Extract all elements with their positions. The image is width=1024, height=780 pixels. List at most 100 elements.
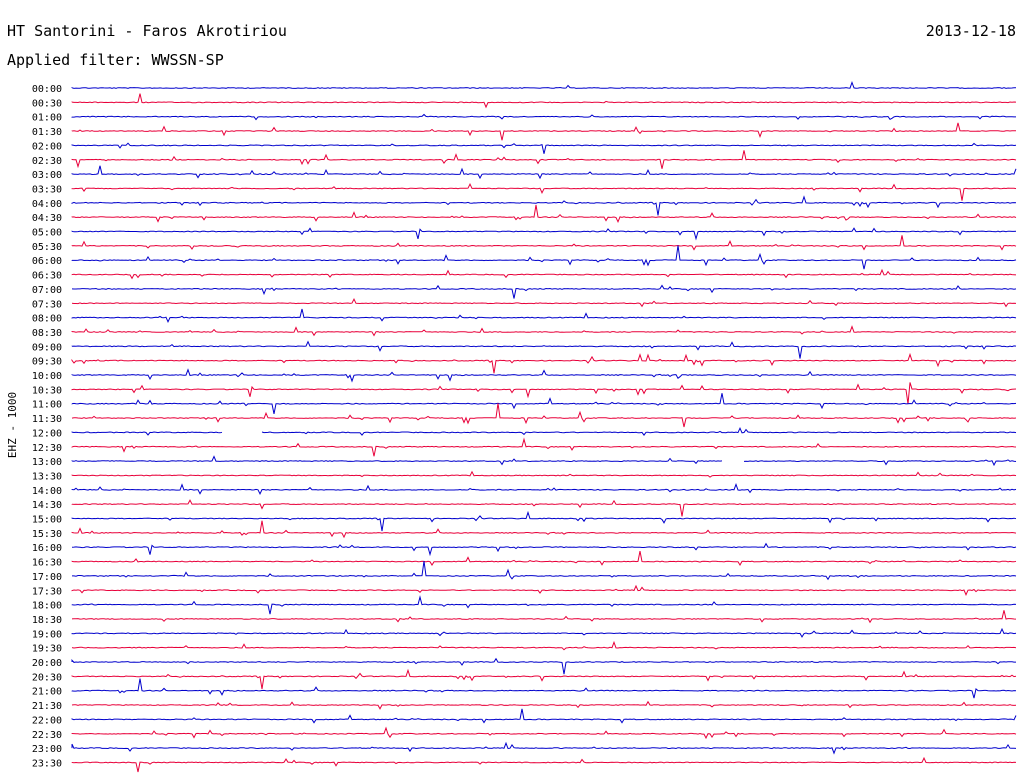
trace-line <box>71 499 1017 517</box>
time-tick-label: 00:30 <box>32 98 62 109</box>
time-tick-label: 06:00 <box>32 256 62 267</box>
recording-date: 2013-12-18 <box>926 22 1016 40</box>
trace-group: 00:00 00:30 01:00 01:30 02:00 02:30 03:00 03:30… <box>32 81 1017 773</box>
trace-line <box>71 610 1017 624</box>
trace-line <box>71 470 1017 478</box>
trace-line <box>71 756 1017 773</box>
trace-line <box>71 122 1017 141</box>
trace-line <box>71 195 1017 216</box>
trace-line <box>71 81 1017 89</box>
time-tick-label: 10:30 <box>32 385 62 396</box>
trace-line <box>71 595 1017 615</box>
time-tick-label: 06:30 <box>32 271 62 282</box>
trace-line <box>71 678 1017 699</box>
time-tick-label: 08:00 <box>32 314 62 325</box>
time-tick-label: 02:30 <box>32 156 62 167</box>
time-tick-label: 17:00 <box>32 572 62 583</box>
time-tick-label: 04:30 <box>32 213 62 224</box>
channel-axis-label: EHZ - 1000 <box>6 392 19 458</box>
time-tick-label: 05:00 <box>32 228 62 239</box>
trace-line <box>71 403 1017 428</box>
trace-line <box>71 113 1016 121</box>
time-tick-label: 22:00 <box>32 715 62 726</box>
trace-line <box>71 382 1017 405</box>
time-tick-label: 19:00 <box>32 629 62 640</box>
trace-line <box>71 165 1017 180</box>
time-tick-label: 00:00 <box>32 84 62 95</box>
station-title: HT Santorini - Faros Akrotiriou <box>7 22 287 40</box>
trace-line <box>71 182 1017 201</box>
trace-line <box>71 700 1017 710</box>
trace-line <box>71 268 1017 280</box>
trace-line <box>71 542 1017 557</box>
time-tick-label: 16:30 <box>32 558 62 569</box>
time-tick-label: 10:00 <box>32 371 62 382</box>
trace-line <box>71 150 1017 169</box>
trace-line <box>71 668 1017 690</box>
time-tick-label: 17:30 <box>32 586 62 597</box>
time-tick-label: 15:30 <box>32 529 62 540</box>
time-tick-label: 21:30 <box>32 701 62 712</box>
trace-line <box>71 455 1017 467</box>
time-tick-label: 01:00 <box>32 113 62 124</box>
trace-line <box>71 308 1017 324</box>
trace-line <box>71 426 1017 436</box>
trace-line <box>71 510 1017 532</box>
trace-line <box>71 584 1017 596</box>
time-tick-label: 16:00 <box>32 543 62 554</box>
time-tick-label: 19:30 <box>32 644 62 655</box>
trace-line <box>71 708 1017 724</box>
time-tick-label: 14:30 <box>32 500 62 511</box>
time-tick-label: 18:30 <box>32 615 62 626</box>
time-tick-label: 09:00 <box>32 342 62 353</box>
time-tick-label: 14:00 <box>32 486 62 497</box>
trace-line <box>71 368 1017 383</box>
trace-line <box>71 726 1017 740</box>
time-tick-label: 05:30 <box>32 242 62 253</box>
time-tick-label: 13:30 <box>32 471 62 482</box>
time-tick-label: 13:00 <box>32 457 62 468</box>
trace-line <box>71 297 1017 308</box>
time-tick-label: 23:30 <box>32 758 62 769</box>
trace-line <box>71 393 1017 414</box>
time-tick-label: 23:00 <box>32 744 62 755</box>
time-tick-label: 03:30 <box>32 184 62 195</box>
time-tick-label: 20:30 <box>32 672 62 683</box>
trace-line <box>71 235 1017 251</box>
time-tick-label: 11:30 <box>32 414 62 425</box>
time-tick-label: 20:00 <box>32 658 62 669</box>
time-tick-label: 11:00 <box>32 400 62 411</box>
trace-line <box>71 325 1017 337</box>
time-tick-label: 22:30 <box>32 730 62 741</box>
time-tick-label: 01:30 <box>32 127 62 138</box>
trace-line <box>71 437 1017 457</box>
trace-line <box>71 284 1017 299</box>
trace-line <box>71 483 1017 495</box>
time-tick-label: 21:00 <box>32 687 62 698</box>
time-tick-label: 09:30 <box>32 357 62 368</box>
trace-line <box>72 561 1017 581</box>
time-tick-label: 15:00 <box>32 515 62 526</box>
time-tick-label: 07:00 <box>32 285 62 296</box>
trace-line <box>71 352 1017 374</box>
trace-line <box>71 640 1017 651</box>
time-tick-label: 02:00 <box>32 141 62 152</box>
trace-line <box>71 204 1017 224</box>
trace-line <box>71 551 1017 566</box>
trace-line <box>71 657 1016 675</box>
trace-line <box>71 227 1017 241</box>
time-tick-label: 12:00 <box>32 428 62 439</box>
trace-line <box>71 93 1017 109</box>
trace-line <box>71 245 1017 270</box>
filter-label: Applied filter: WWSSN-SP <box>7 51 224 69</box>
time-tick-label: 07:30 <box>32 299 62 310</box>
trace-line <box>71 340 1017 359</box>
time-tick-label: 08:30 <box>32 328 62 339</box>
time-tick-label: 18:00 <box>32 601 62 612</box>
trace-line <box>71 142 1017 154</box>
time-tick-label: 03:00 <box>32 170 62 181</box>
trace-line <box>71 627 1017 638</box>
trace-line <box>71 741 1017 755</box>
time-tick-label: 12:30 <box>32 443 62 454</box>
